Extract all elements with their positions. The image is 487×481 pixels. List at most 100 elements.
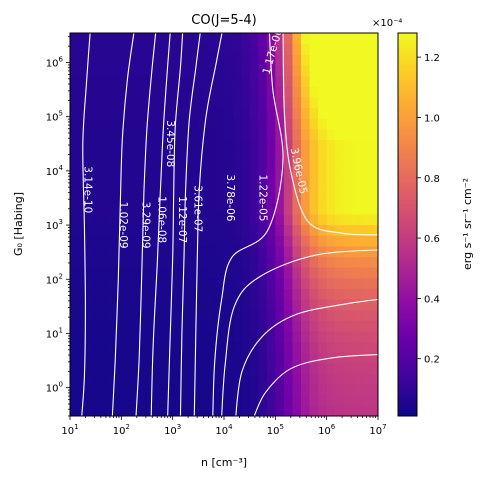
heatmap-cell — [95, 107, 105, 119]
contour-line — [111, 33, 135, 416]
heatmap-cell — [249, 394, 259, 406]
heatmap-cell — [241, 267, 251, 279]
heatmap-cell — [206, 118, 217, 130]
heatmap-cell — [215, 288, 225, 300]
heatmap-cell — [147, 288, 157, 300]
heatmap-cell — [369, 213, 378, 226]
x-tick-label: 107 — [369, 423, 386, 437]
heatmap-cell — [292, 235, 302, 247]
heatmap-cell — [309, 245, 319, 258]
heatmap-cell — [326, 33, 336, 45]
heatmap-cell — [249, 43, 259, 55]
heatmap-cell — [301, 298, 311, 311]
heatmap-cell — [95, 160, 105, 172]
heatmap-cell — [266, 394, 276, 406]
heatmap-cell — [369, 405, 378, 416]
heatmap-cell — [181, 384, 191, 396]
heatmap-cell — [172, 213, 182, 226]
heatmap-cell — [198, 341, 208, 353]
heatmap-cell — [138, 171, 148, 183]
heatmap-cell — [224, 139, 234, 151]
heatmap-cell — [215, 118, 225, 130]
heatmap-cell — [258, 33, 268, 45]
heatmap-cell — [87, 203, 97, 215]
heatmap-cell — [301, 86, 311, 98]
heatmap-cell — [181, 139, 191, 151]
heatmap-cell — [215, 139, 225, 151]
heatmap-cell — [104, 96, 114, 109]
heatmap-cell — [266, 203, 276, 215]
heatmap-cell — [241, 33, 251, 45]
heatmap-cell — [335, 54, 345, 66]
heatmap-cell — [138, 341, 148, 353]
heatmap-cell — [360, 181, 371, 194]
heatmap-cell — [104, 384, 114, 396]
heatmap-cell — [215, 373, 225, 385]
heatmap-cell — [232, 181, 242, 194]
heatmap-cell — [275, 394, 285, 406]
heatmap-cell — [275, 213, 285, 226]
heatmap-cell — [283, 128, 294, 140]
heatmap-cell — [121, 43, 131, 55]
heatmap-cell — [369, 86, 378, 98]
heatmap-cell — [147, 43, 157, 55]
heatmap-cell — [292, 267, 302, 279]
heatmap-cell — [352, 384, 362, 396]
heatmap-cell — [164, 118, 174, 130]
heatmap-cell — [275, 320, 285, 332]
heatmap-cell — [241, 54, 251, 66]
heatmap-cell — [147, 203, 157, 215]
heatmap-cell — [181, 235, 191, 247]
heatmap-cell — [121, 277, 131, 289]
heatmap-cell — [181, 33, 191, 45]
heatmap-cell — [352, 54, 362, 66]
colorbar-tick-label: 0.4 — [424, 294, 440, 305]
heatmap-cell — [112, 352, 122, 364]
heatmap-cell — [241, 75, 251, 87]
heatmap-cell — [181, 86, 191, 98]
heatmap-cell — [70, 54, 80, 66]
heatmap-cell — [87, 150, 97, 162]
heatmap-cell — [360, 224, 371, 236]
heatmap-cell — [129, 394, 140, 406]
heatmap-cell — [292, 107, 302, 119]
heatmap-cell — [121, 320, 131, 332]
heatmap-cell — [164, 245, 174, 258]
heatmap-cell — [309, 181, 319, 194]
heatmap-cell — [164, 213, 174, 226]
heatmap-cell — [249, 267, 259, 279]
heatmap-cell — [283, 224, 294, 236]
heatmap-cell — [129, 203, 140, 215]
heatmap-cell — [206, 160, 217, 172]
heatmap-cell — [70, 362, 80, 375]
heatmap-cell — [70, 405, 80, 416]
heatmap-cell — [241, 213, 251, 226]
heatmap-cell — [292, 352, 302, 364]
contour-line — [253, 354, 378, 416]
heatmap-cell — [369, 352, 378, 364]
heatmap-cell — [215, 341, 225, 353]
heatmap-cell — [206, 224, 217, 236]
heatmap-cell — [155, 373, 165, 385]
heatmap-cell — [224, 86, 234, 98]
heatmap-cell — [224, 384, 234, 396]
heatmap-cell — [198, 405, 208, 416]
heatmap-cell — [266, 235, 276, 247]
heatmap-cell — [232, 330, 242, 343]
heatmap-cell — [369, 75, 378, 87]
heatmap-cell — [138, 54, 148, 66]
heatmap-cell — [78, 384, 88, 396]
heatmap-cell — [172, 267, 182, 279]
heatmap-cell — [70, 277, 80, 289]
colorbar-tick-label: 0.6 — [424, 234, 440, 245]
heatmap-cell — [87, 362, 97, 375]
heatmap-cell — [249, 107, 259, 119]
heatmap-cell — [206, 384, 217, 396]
heatmap-cell — [138, 256, 148, 268]
colorbar-gradient — [398, 33, 417, 416]
heatmap-cell — [275, 54, 285, 66]
heatmap-cell — [292, 245, 302, 258]
heatmap-cell — [138, 373, 148, 385]
heatmap-cell — [215, 405, 225, 416]
heatmap-cell — [78, 298, 88, 311]
